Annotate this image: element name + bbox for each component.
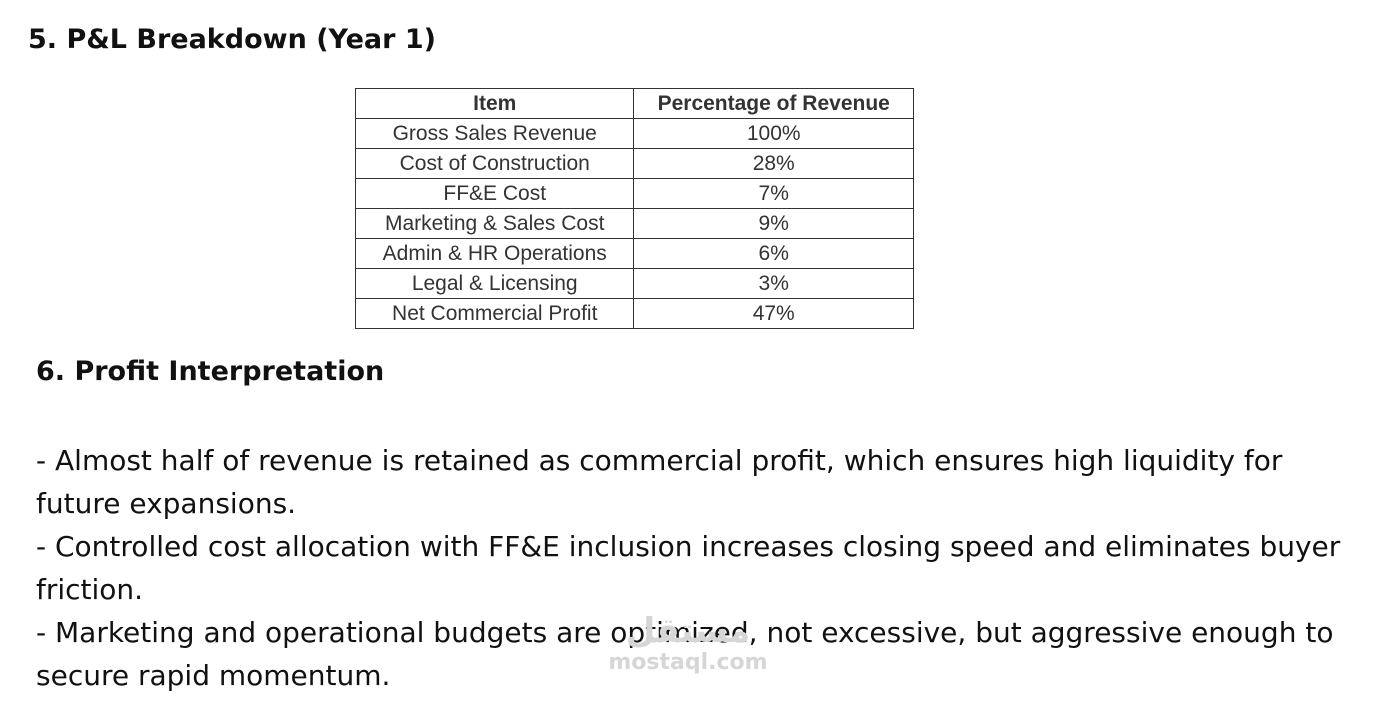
section-title-profit-interpretation: 6. Profit Interpretation (36, 356, 385, 387)
list-item: - Almost half of revenue is retained as … (36, 444, 1283, 520)
percentage-cell: 28% (633, 148, 914, 179)
item-cell: Legal & Licensing (354, 268, 635, 299)
percentage-cell: 100% (633, 118, 914, 149)
section-title-pl-breakdown: 5. P&L Breakdown (Year 1) (28, 24, 436, 55)
item-cell: FF&E Cost (354, 178, 635, 209)
table-row: Cost of Construction 28% (354, 148, 914, 179)
percentage-cell: 3% (633, 268, 914, 299)
table-row: Net Commercial Profit 47% (354, 298, 914, 329)
item-cell: Gross Sales Revenue (354, 118, 635, 149)
item-cell: Cost of Construction (354, 148, 635, 179)
table-header-row: Item Percentage of Revenue (354, 88, 914, 119)
list-item: - Marketing and operational budgets are … (36, 616, 1334, 692)
percentage-cell: 6% (633, 238, 914, 269)
list-item: - Controlled cost allocation with FF&E i… (36, 530, 1341, 606)
percentage-cell: 9% (633, 208, 914, 239)
item-cell: Admin & HR Operations (354, 238, 635, 269)
column-header-item: Item (354, 88, 635, 119)
table-row: Gross Sales Revenue 100% (354, 118, 914, 149)
column-header-percentage: Percentage of Revenue (633, 88, 914, 119)
table-row: Legal & Licensing 3% (354, 268, 914, 299)
table-row: Admin & HR Operations 6% (354, 238, 914, 269)
item-cell: Net Commercial Profit (354, 298, 635, 329)
item-cell: Marketing & Sales Cost (354, 208, 635, 239)
table-row: Marketing & Sales Cost 9% (354, 208, 914, 239)
table-row: FF&E Cost 7% (354, 178, 914, 209)
profit-interpretation-list: - Almost half of revenue is retained as … (36, 439, 1356, 697)
percentage-cell: 47% (633, 298, 914, 329)
pl-breakdown-table: Item Percentage of Revenue Gross Sales R… (354, 88, 914, 329)
percentage-cell: 7% (633, 178, 914, 209)
